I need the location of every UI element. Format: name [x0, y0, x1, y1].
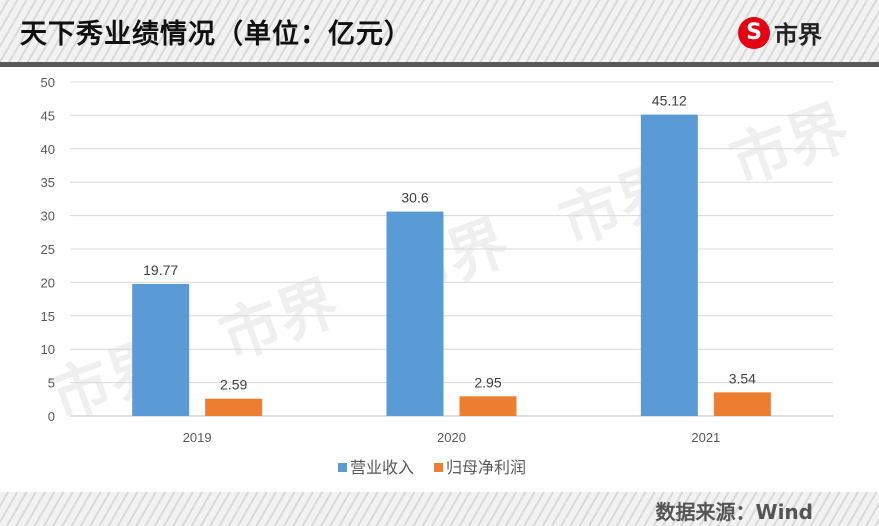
chart-title: 天下秀业绩情况（单位：亿元）	[20, 19, 412, 50]
data-label: 2.95	[474, 374, 501, 390]
bar-net-profit	[205, 398, 263, 416]
header: 天下秀业绩情况（单位：亿元） S 市界	[0, 0, 879, 62]
bar-revenue	[386, 211, 444, 416]
x-tick-label: 2019	[183, 430, 212, 445]
bar-net-profit	[713, 392, 771, 416]
y-tick-label: 30	[41, 209, 55, 224]
logo-text: 市界	[774, 21, 822, 49]
x-tick-label: 2020	[437, 430, 466, 445]
footer: 数据来源：Wind	[0, 492, 879, 526]
legend-label: 归母净利润	[446, 459, 526, 477]
y-tick-label: 45	[41, 108, 55, 123]
y-tick-label: 50	[41, 75, 55, 90]
data-label: 30.6	[401, 190, 428, 206]
header-divider	[0, 62, 879, 67]
x-tick-label: 2021	[691, 430, 720, 445]
data-label: 19.77	[143, 262, 178, 278]
y-tick-label: 25	[41, 242, 55, 257]
y-tick-label: 40	[41, 142, 55, 157]
legend-swatch	[434, 463, 444, 472]
bar-revenue	[640, 114, 698, 417]
data-label: 2.59	[220, 377, 247, 393]
bar-net-profit	[459, 396, 517, 416]
y-tick-label: 10	[41, 342, 55, 357]
watermark: 市界	[211, 267, 348, 374]
y-tick-label: 15	[41, 309, 55, 324]
logo-icon: S	[738, 16, 770, 49]
y-tick-label: 5	[48, 376, 55, 391]
bar-revenue	[132, 283, 190, 416]
data-label: 3.54	[729, 370, 756, 386]
legend-label: 营业收入	[350, 459, 414, 477]
logo: S 市界	[738, 15, 822, 50]
data-label: 45.12	[652, 93, 687, 109]
legend-swatch	[338, 463, 347, 472]
y-tick-label: 0	[48, 409, 55, 424]
y-tick-label: 35	[41, 175, 55, 190]
watermark: 市界	[721, 92, 858, 199]
y-tick-label: 20	[41, 275, 55, 290]
data-source: 数据来源：Wind	[655, 500, 813, 524]
